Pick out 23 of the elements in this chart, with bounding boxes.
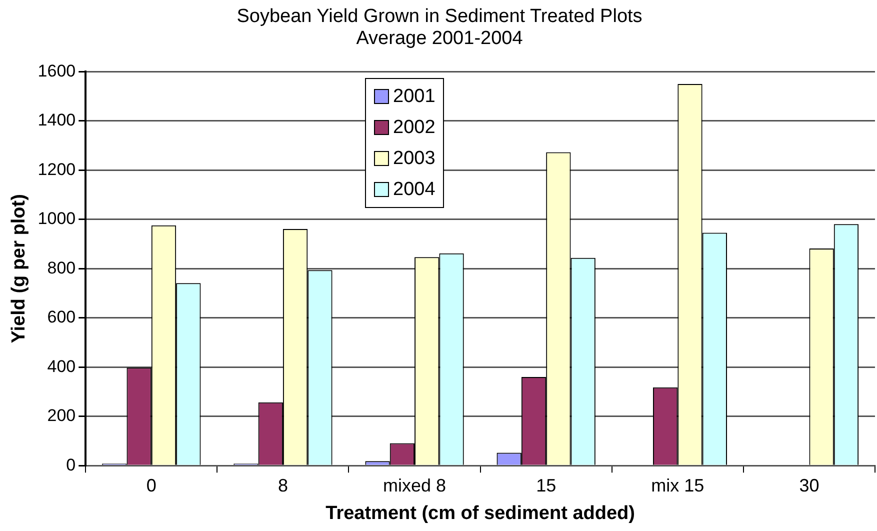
- y-tick-label: 1400: [38, 110, 76, 130]
- legend-label: 2001: [393, 85, 436, 109]
- y-tick-label: 0: [66, 455, 76, 474]
- x-tick-label: 15: [536, 475, 556, 496]
- y-tick-label: 200: [47, 406, 76, 426]
- y-tick-label: 1200: [38, 160, 76, 179]
- y-tick-label: 600: [47, 308, 76, 327]
- y-axis-title: Yield (g per plot): [8, 194, 30, 344]
- y-tick-label: 1000: [38, 209, 76, 228]
- x-tick-label: 0: [146, 475, 156, 496]
- legend-label: 2004: [393, 178, 436, 202]
- x-axis-title: Treatment (cm of sediment added): [326, 502, 635, 524]
- x-tick-label: mixed 8: [383, 475, 446, 496]
- legend-label: 2003: [393, 147, 436, 171]
- y-tick-label: 1600: [38, 61, 76, 80]
- y-tick-label: 800: [47, 258, 76, 278]
- chart-subtitle: Average 2001-2004: [356, 28, 524, 50]
- y-tick-label: 400: [47, 356, 76, 376]
- chart-title: Soybean Yield Grown in Sediment Treated Plots: [236, 6, 642, 28]
- x-tick-label: 30: [799, 475, 820, 496]
- legend-label: 2002: [393, 116, 436, 140]
- x-tick-label: 8: [278, 475, 288, 496]
- x-tick-label: mix 15: [651, 475, 704, 496]
